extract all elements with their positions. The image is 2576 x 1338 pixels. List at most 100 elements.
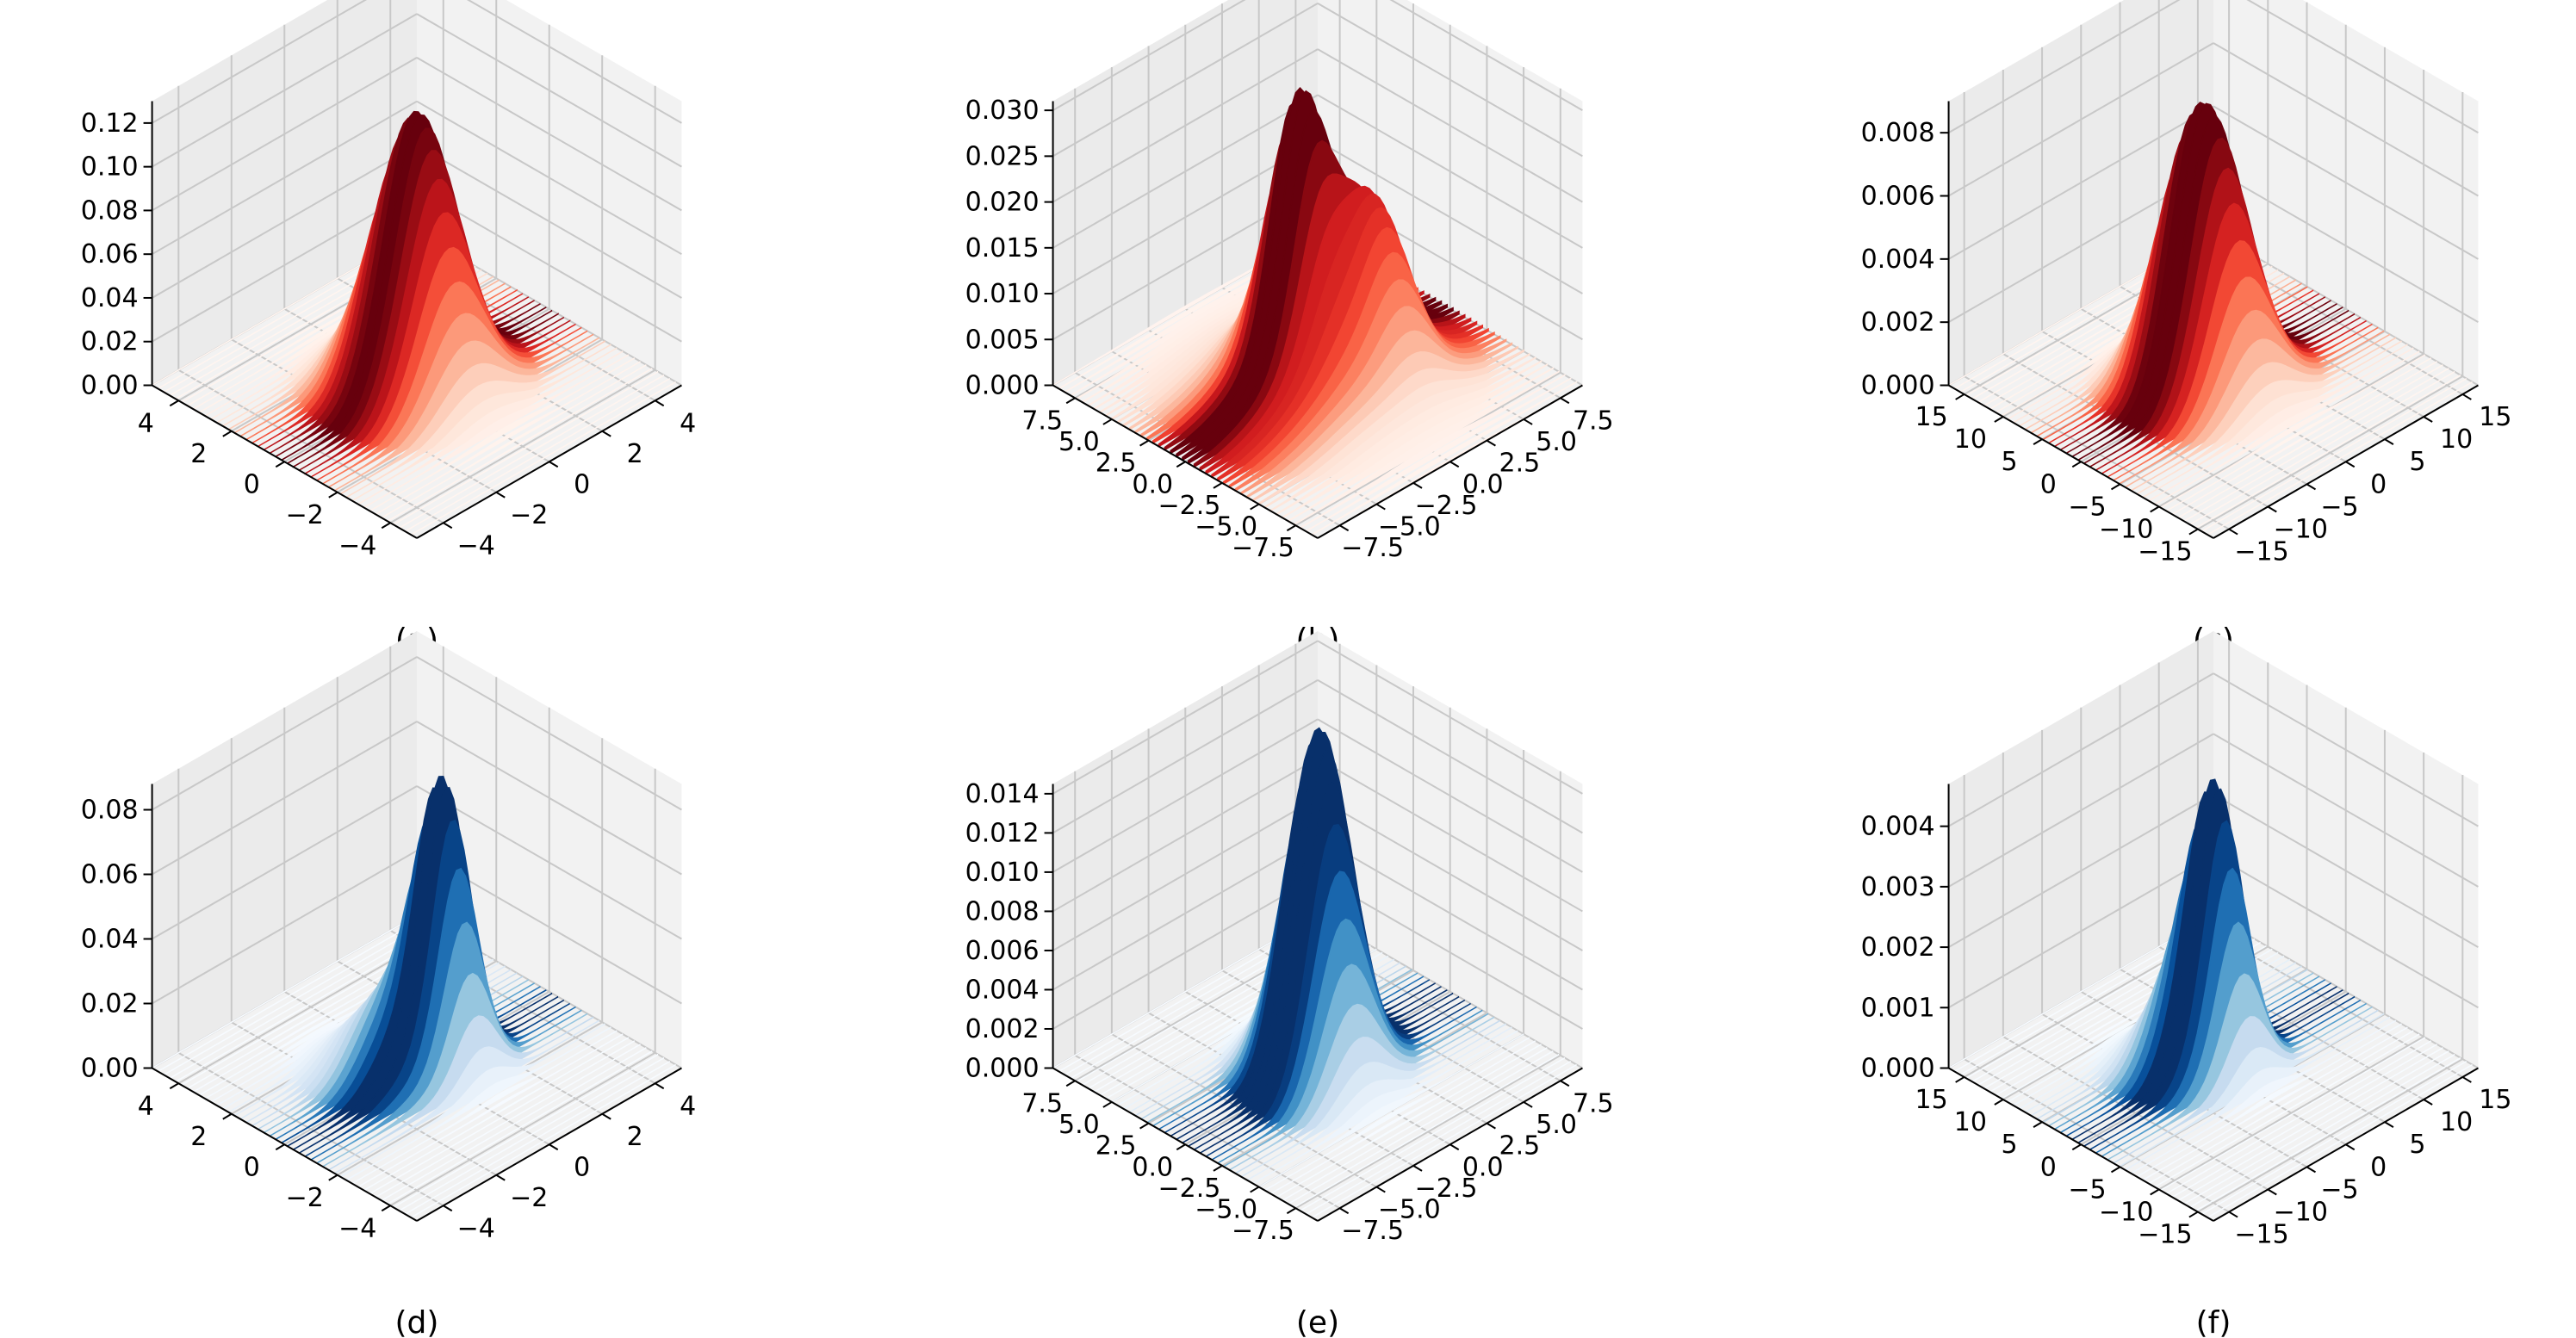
x-tick-mark	[2033, 438, 2043, 446]
z-tick-label: 0.025	[965, 141, 1040, 171]
surface-slice	[2154, 1033, 2420, 1188]
y-tick-mark	[1560, 1080, 1570, 1087]
grid-line	[416, 656, 682, 811]
x-tick-label: −4	[338, 530, 376, 561]
y-tick-mark	[2228, 528, 2238, 536]
x-tick-label: 2.5	[1096, 1131, 1137, 1161]
y-tick-mark	[1486, 1122, 1496, 1130]
y-tick-label: −2.5	[1415, 1174, 1478, 1204]
x-tick-mark	[381, 522, 391, 530]
x-tick-mark	[222, 1112, 233, 1120]
x-tick-label: 2	[190, 1122, 207, 1152]
surface-slice	[1235, 1019, 1501, 1174]
surface-slice	[2113, 1009, 2379, 1164]
grid-line	[2213, 914, 2479, 1069]
y-tick-mark	[2228, 1211, 2238, 1218]
grid-line	[1317, 875, 1583, 1030]
panel-caption: (f)	[2196, 1305, 2231, 1338]
surface-slice	[2165, 1040, 2432, 1195]
surface-slice	[1276, 1044, 1542, 1199]
panel-e: 7.55.02.50.0−2.5−5.0−7.5 −7.5−5.0−2.50.02…	[965, 631, 1614, 1338]
y-tick-label: 10	[2440, 424, 2473, 455]
surface-slice	[2154, 350, 2420, 505]
z-tick-label: 0.008	[1861, 118, 1935, 148]
z-tick-label: 0.000	[1861, 371, 1935, 401]
z-tick-label: 0.02	[81, 327, 139, 357]
surface-slice	[2131, 337, 2397, 492]
y-tick-mark	[1523, 418, 1533, 425]
grid-line	[1052, 875, 1319, 1030]
x-tick-label: 2	[190, 439, 207, 469]
grid-line	[1948, 793, 2214, 948]
surface	[152, 110, 682, 539]
grid-line	[1948, 853, 2214, 1009]
grid-line	[152, 721, 418, 876]
y-tick-mark	[1449, 461, 1460, 468]
y-tick-label: −7.5	[1341, 533, 1404, 563]
y-tick-mark	[1560, 397, 1570, 405]
grid-line	[416, 188, 682, 343]
y-tick-label: 5.0	[1536, 427, 1577, 457]
z-tick-label: 0.00	[81, 1054, 139, 1084]
y-tick-mark	[655, 1082, 665, 1090]
panel-d: 4 2 0 −2 −4 −4 −2 0 2 4 0.00 0.02 0.04 0.06 0.08 (d)	[81, 631, 696, 1338]
x-tick-label: 0	[244, 1152, 260, 1182]
grid-line	[152, 850, 418, 1005]
y-tick-label: −10	[2274, 514, 2328, 544]
surface-slice	[404, 1060, 671, 1215]
x-tick-mark	[1102, 1101, 1113, 1108]
x-tick-label: 7.5	[1021, 406, 1063, 436]
z-tick-label: 0.014	[965, 779, 1040, 809]
x-tick-mark	[2033, 1121, 2043, 1129]
z-tick-label: 0.06	[81, 860, 139, 890]
grid-line	[1052, 679, 1319, 834]
y-tick-label: −15	[2234, 537, 2288, 567]
y-tick-mark	[1375, 1186, 1386, 1193]
grid-line	[1317, 48, 1583, 203]
grid-line	[177, 1051, 444, 1207]
x-tick-label: 0	[2040, 1152, 2057, 1182]
x-tick-mark	[1213, 482, 1223, 489]
y-tick-label: −5.0	[1378, 512, 1441, 542]
x-tick-label: 2.5	[1096, 449, 1137, 479]
y-tick-label: 15	[2479, 402, 2511, 432]
z-tick-label: 0.002	[965, 1014, 1040, 1044]
grid-line	[1964, 1058, 2230, 1213]
y-tick-label: −15	[2234, 1220, 2288, 1250]
y-tick-label: 0	[574, 1152, 590, 1182]
grid-line	[1317, 796, 1583, 951]
surface-slice	[339, 340, 605, 495]
z-tick-label: 0.030	[965, 96, 1040, 126]
surface-slice	[381, 364, 647, 518]
y-tick-label: −10	[2274, 1197, 2328, 1227]
surface-slice	[2177, 364, 2443, 518]
y-tick-mark	[1486, 439, 1496, 447]
z-tick-label: 0.04	[81, 925, 139, 955]
y-tick-label: −2.5	[1415, 491, 1478, 521]
surface-slice	[351, 1030, 618, 1185]
z-tick-label: 0.002	[1861, 932, 1935, 963]
x-tick-mark	[1994, 416, 2004, 423]
grid-line	[152, 656, 418, 811]
surface-slice	[1288, 1050, 1554, 1205]
z-tick-label: 0.06	[81, 239, 139, 269]
x-tick-label: 15	[1915, 402, 1948, 432]
surface-slice	[387, 1050, 653, 1205]
surface-slice	[1258, 1033, 1524, 1188]
x-axis-line	[1948, 384, 2214, 539]
x-tick-label: 5	[2002, 1130, 2018, 1160]
grid-line	[1317, 679, 1583, 834]
y-tick-mark	[2384, 1121, 2394, 1129]
grid-line	[1052, 796, 1319, 951]
y-tick-mark	[2306, 483, 2317, 491]
x-tick-label: −4	[338, 1213, 376, 1243]
grid-line	[1317, 3, 1583, 158]
surface-slice	[2148, 347, 2414, 502]
surface-slice	[1300, 1057, 1566, 1211]
surface-slice	[399, 375, 665, 529]
surface-slice	[410, 381, 676, 536]
y-tick-label: −2	[510, 500, 548, 530]
x-tick-mark	[1139, 439, 1150, 447]
surface	[1052, 727, 1583, 1222]
